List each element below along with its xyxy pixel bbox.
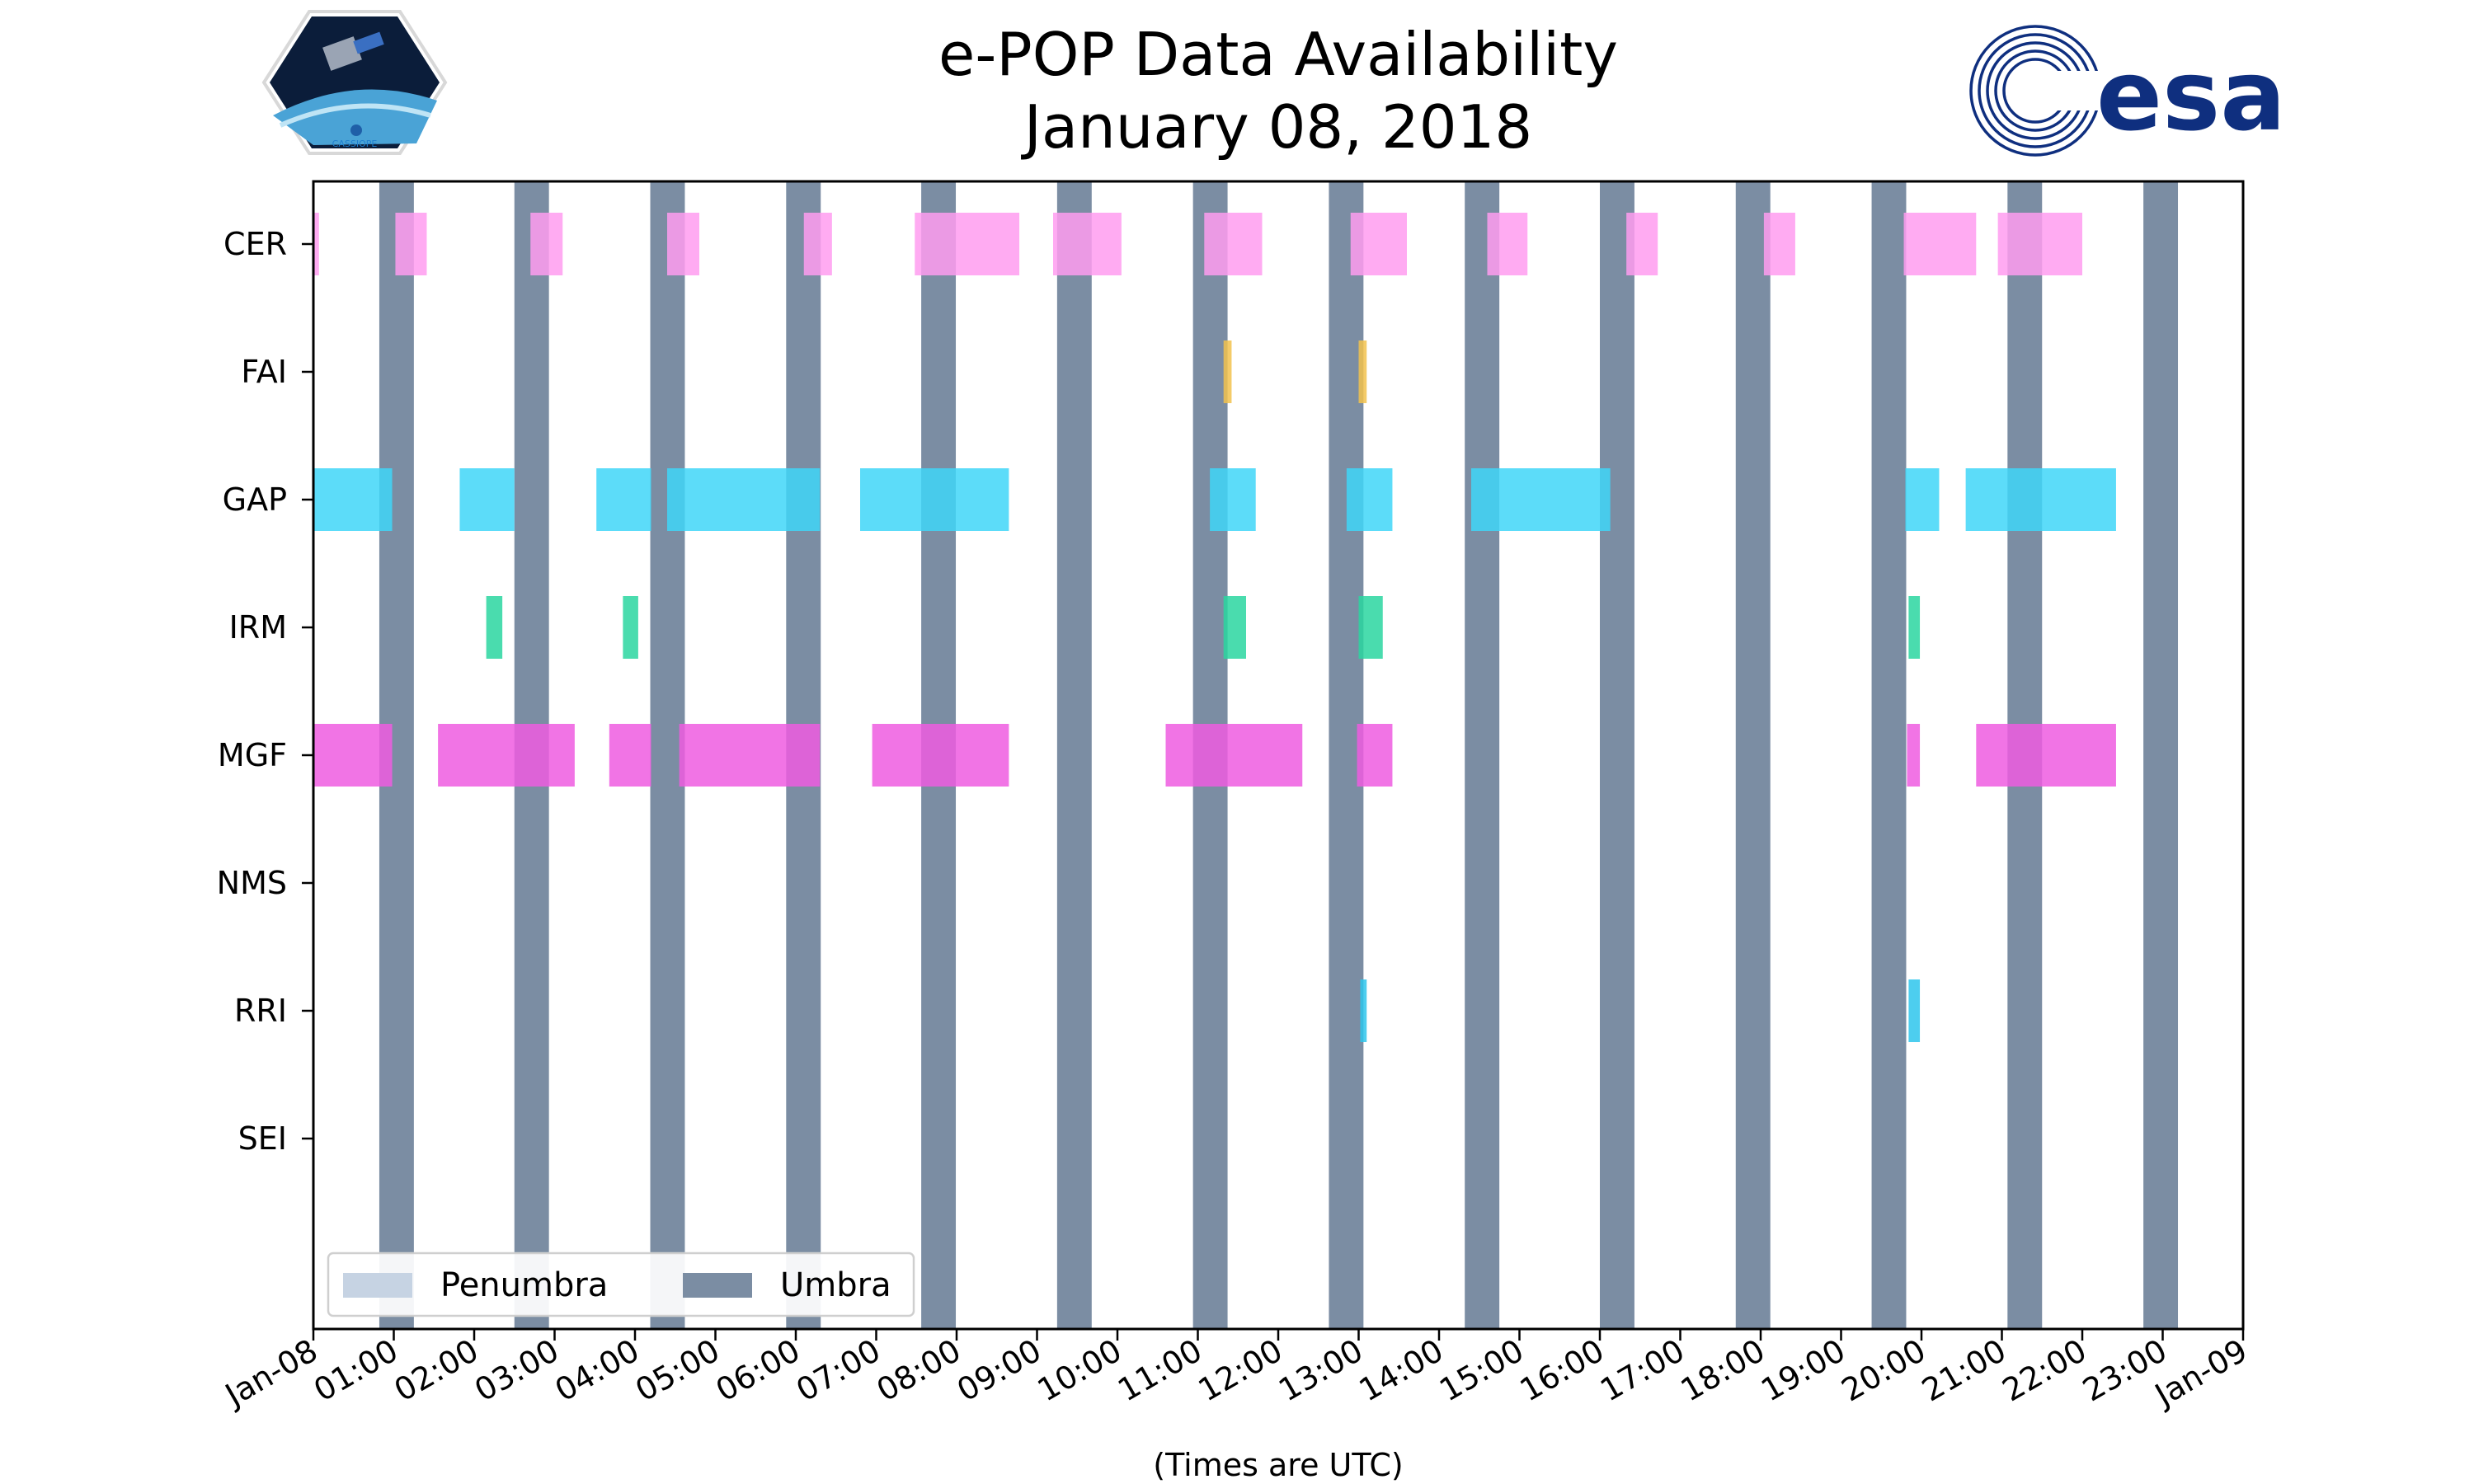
x-tick-label: 05:00 — [629, 1332, 726, 1409]
esa-logo: esa — [1969, 25, 2286, 157]
bar-mgf — [1357, 724, 1393, 787]
bar-mgf — [313, 724, 393, 787]
bar-cer — [1350, 213, 1407, 275]
legend-swatch-penumbra — [343, 1273, 412, 1298]
bar-cer — [1997, 213, 2082, 275]
bar-gap — [1210, 468, 1256, 531]
umbra-band — [2143, 181, 2179, 1329]
x-tick-label: 16:00 — [1514, 1332, 1611, 1409]
bar-irm — [486, 596, 503, 659]
bar-fai — [1223, 340, 1232, 403]
y-tick-label-sei: SEI — [238, 1120, 287, 1157]
esa-logo-text: esa — [2096, 39, 2286, 153]
x-tick-label: 18:00 — [1675, 1332, 1771, 1409]
umbra-band — [1735, 181, 1771, 1329]
y-tick-label-nms: NMS — [217, 865, 287, 901]
bar-gap — [1965, 468, 2116, 531]
x-tick-label: 21:00 — [1916, 1332, 2012, 1409]
legend-label-umbra: Umbra — [780, 1266, 891, 1304]
legend-label-penumbra: Penumbra — [440, 1266, 608, 1304]
bar-gap — [667, 468, 821, 531]
bar-rri — [1360, 979, 1367, 1042]
x-tick-label: 14:00 — [1353, 1332, 1450, 1409]
bar-cer — [667, 213, 699, 275]
chart-title-line2: January 08, 2018 — [1023, 92, 1533, 162]
x-tick-label: 10:00 — [1032, 1332, 1128, 1409]
cassiope-logo: CASSIOPE — [261, 10, 448, 155]
x-tick-label: 06:00 — [710, 1332, 807, 1409]
x-axis-label: (Times are UTC) — [1153, 1447, 1403, 1483]
chart-title-line1: e-POP Data Availability — [938, 20, 1618, 89]
bar-cer — [530, 213, 563, 275]
bar-irm — [1908, 596, 1921, 659]
y-tick-label-cer: CER — [223, 226, 287, 262]
bar-cer — [1204, 213, 1263, 275]
x-tick-label: 15:00 — [1433, 1332, 1530, 1409]
bar-gap — [860, 468, 1009, 531]
x-tick-label: 20:00 — [1836, 1332, 1932, 1409]
plot-area: CER FAI GAP IRM MGF NMS RRI SEI Jan-0801:0002:00… — [217, 180, 2254, 1483]
bar-mgf — [609, 724, 651, 787]
x-tick-label: 22:00 — [1997, 1332, 2093, 1409]
bar-rri — [1908, 979, 1921, 1042]
x-tick-label: 17:00 — [1594, 1332, 1691, 1409]
bar-mgf — [679, 724, 821, 787]
bar-cer — [1626, 213, 1658, 275]
umbra-band — [1465, 181, 1500, 1329]
bar-gap — [313, 468, 393, 531]
bar-mgf — [1165, 724, 1303, 787]
x-tick-label: 19:00 — [1755, 1332, 1851, 1409]
bar-cer — [395, 213, 427, 275]
bar-gap — [596, 468, 651, 531]
bar-mgf — [438, 724, 575, 787]
x-tick-label: 03:00 — [468, 1332, 565, 1409]
x-tick-label: 01:00 — [308, 1332, 404, 1409]
x-tick-label: 02:00 — [388, 1332, 485, 1409]
y-tick-label-gap: GAP — [223, 481, 287, 518]
bar-gap — [1471, 468, 1611, 531]
legend-box — [327, 1252, 915, 1317]
x-tick-label: 11:00 — [1112, 1332, 1208, 1409]
bar-cer — [1763, 213, 1795, 275]
bar-gap — [1346, 468, 1393, 531]
y-tick-label-fai: FAI — [241, 354, 287, 390]
x-tick-label: Jan-08 — [218, 1332, 323, 1414]
umbra-band — [1871, 181, 1907, 1329]
x-tick-label: 08:00 — [871, 1332, 967, 1409]
legend-swatch-umbra — [683, 1273, 752, 1298]
umbra-band — [1600, 181, 1634, 1329]
bar-mgf — [1976, 724, 2116, 787]
chart-title: e-POP Data Availability January 08, 2018 — [0, 18, 2474, 163]
bar-cer — [915, 213, 1020, 275]
bar-cer — [1053, 213, 1122, 275]
cassiope-logo-caption: CASSIOPE — [332, 139, 378, 149]
bar-irm — [1223, 596, 1246, 659]
bar-fai — [1358, 340, 1367, 403]
bar-cer — [1487, 213, 1528, 275]
x-tick-label: 13:00 — [1272, 1332, 1369, 1409]
x-tick-label: 04:00 — [549, 1332, 646, 1409]
bar-gap — [1905, 468, 1940, 531]
bar-cer — [313, 213, 319, 275]
umbra-band — [650, 181, 685, 1329]
y-tick-label-mgf: MGF — [218, 737, 287, 773]
x-tick-label: 09:00 — [951, 1332, 1047, 1409]
y-tick-label-rri: RRI — [234, 993, 287, 1029]
bar-gap — [459, 468, 515, 531]
bar-cer — [1903, 213, 1977, 275]
bar-mgf — [1907, 724, 1921, 787]
y-tick-label-irm: IRM — [229, 609, 287, 646]
bar-irm — [623, 596, 638, 659]
bar-mgf — [872, 724, 1009, 787]
bar-cer — [803, 213, 832, 275]
x-tick-label: 12:00 — [1192, 1332, 1289, 1409]
x-tick-label: 07:00 — [790, 1332, 887, 1409]
bar-irm — [1358, 596, 1383, 659]
x-tick-label: Jan-09 — [2147, 1332, 2253, 1414]
umbra-band — [1056, 181, 1092, 1329]
